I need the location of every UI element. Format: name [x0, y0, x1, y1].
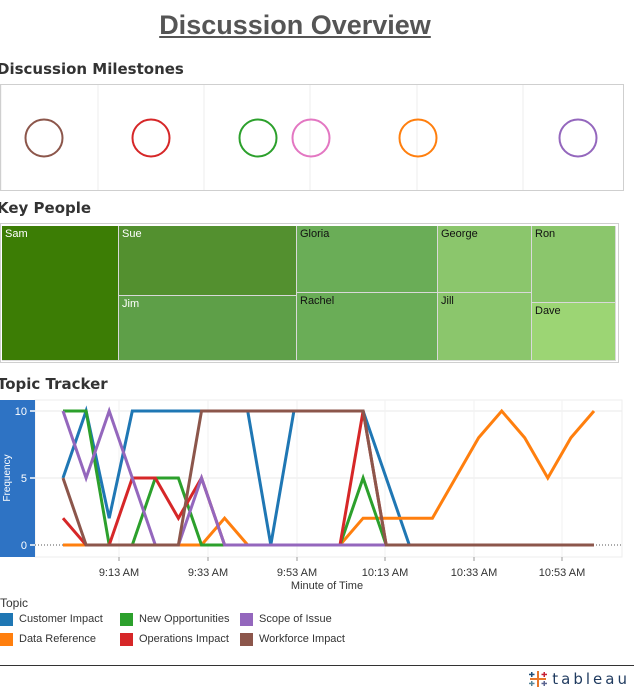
- x-tick-label: 9:33 AM: [188, 567, 228, 579]
- topic-tracker-chart: Frequency 0 5 10 9:13 AM 9:33 AM 9:53 AM 10:13 …: [0, 399, 623, 592]
- person-tile[interactable]: Sam: [2, 226, 119, 361]
- legend-label: Scope of Issue: [259, 613, 332, 625]
- x-tick-label: 10:33 AM: [451, 567, 497, 579]
- legend-label: New Opportunities: [139, 613, 230, 625]
- y-axis-band: [0, 400, 35, 557]
- legend-swatch: [240, 632, 253, 646]
- legend-item[interactable]: Scope of Issue: [240, 612, 332, 626]
- page-title: Discussion Overview: [159, 10, 431, 40]
- person-tile[interactable]: George: [438, 226, 532, 293]
- legend-item[interactable]: Data Reference: [0, 632, 96, 646]
- footer-divider: [0, 665, 634, 666]
- legend-item[interactable]: Operations Impact: [120, 632, 229, 646]
- person-name: Dave: [535, 305, 561, 317]
- legend-swatch: [240, 612, 253, 626]
- milestone-marker[interactable]: [131, 118, 171, 158]
- people-section-title: Key People: [0, 199, 92, 217]
- person-tile[interactable]: Jill: [438, 293, 532, 361]
- tableau-cross-icon: [529, 671, 548, 687]
- milestone-marker[interactable]: [291, 118, 331, 158]
- person-name: Sue: [122, 228, 142, 240]
- milestone-marker[interactable]: [24, 118, 64, 158]
- milestones-panel: [0, 84, 624, 191]
- person-name: George: [441, 228, 478, 240]
- y-tick-label: 5: [21, 473, 27, 485]
- milestones-section-title: Discussion Milestones: [0, 60, 184, 78]
- x-tick-label: 10:53 AM: [539, 567, 585, 579]
- person-name: Rachel: [300, 295, 335, 307]
- legend-swatch: [0, 632, 13, 646]
- tableau-logo[interactable]: tableau: [527, 668, 630, 690]
- series-line[interactable]: [61, 409, 594, 547]
- legend-label: Operations Impact: [139, 633, 229, 645]
- legend-label: Workforce Impact: [259, 633, 345, 645]
- person-name: Jill: [441, 295, 454, 307]
- x-axis-label: Minute of Time: [291, 580, 363, 592]
- person-tile[interactable]: Ron: [532, 226, 616, 303]
- person-tile[interactable]: Gloria: [297, 226, 438, 293]
- person-tile[interactable]: Jim: [119, 296, 297, 361]
- legend-item[interactable]: Customer Impact: [0, 612, 103, 626]
- person-tile[interactable]: Rachel: [297, 293, 438, 361]
- x-tick-label: 10:13 AM: [362, 567, 408, 579]
- topics-section-title: Topic Tracker: [0, 375, 108, 393]
- legend-label: Customer Impact: [19, 613, 103, 625]
- y-tick-label: 10: [15, 406, 27, 418]
- person-name: Ron: [535, 228, 556, 240]
- y-axis-label: Frequency: [2, 454, 13, 501]
- legend-item[interactable]: New Opportunities: [120, 612, 230, 626]
- legend-item[interactable]: Workforce Impact: [240, 632, 345, 646]
- person-tile[interactable]: Dave: [532, 303, 616, 361]
- person-name: Gloria: [300, 228, 330, 240]
- legend-label: Data Reference: [19, 633, 97, 645]
- legend-title: Topic: [0, 596, 29, 610]
- milestones-plot: [0, 85, 598, 190]
- milestone-marker[interactable]: [558, 118, 598, 158]
- y-tick-label: 0: [21, 540, 27, 552]
- person-name: Sam: [5, 228, 28, 240]
- x-tick-label: 9:13 AM: [99, 567, 139, 579]
- person-name: Jim: [122, 298, 140, 310]
- key-people-treemap: Sam Sue Jim Gloria Rachel George Jill Ron Dave: [0, 223, 619, 363]
- legend-swatch: [0, 612, 13, 626]
- legend-swatch: [120, 612, 133, 626]
- milestone-marker[interactable]: [238, 118, 278, 158]
- person-tile[interactable]: Sue: [119, 226, 297, 296]
- x-tick-label: 9:53 AM: [277, 567, 317, 579]
- milestone-marker[interactable]: [398, 118, 438, 158]
- legend-swatch: [120, 632, 133, 646]
- tableau-wordmark: tableau: [552, 670, 630, 688]
